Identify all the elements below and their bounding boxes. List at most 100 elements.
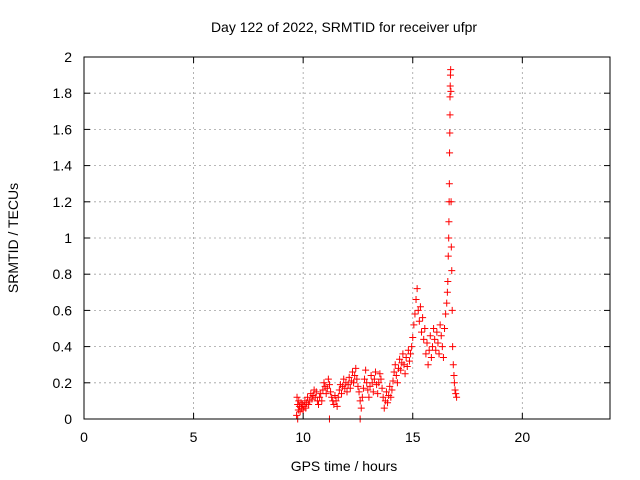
data-point xyxy=(324,375,332,383)
data-point xyxy=(358,393,366,401)
data-point xyxy=(446,111,454,119)
data-point xyxy=(432,346,440,354)
data-point xyxy=(344,381,352,389)
data-point xyxy=(410,321,418,329)
x-tick-label: 0 xyxy=(80,429,88,445)
data-point xyxy=(392,372,400,380)
data-point xyxy=(391,361,399,369)
data-point xyxy=(400,361,408,369)
data-point xyxy=(322,390,330,398)
data-point xyxy=(428,343,436,351)
data-point xyxy=(446,129,454,137)
axis-ticks: 0 5 10 15 20 0 0.2 0.4 0.6 0.8 1 1.2 1.4 1.6 1.8 2 xyxy=(53,49,610,445)
data-point xyxy=(418,328,426,336)
data-point xyxy=(443,299,451,307)
data-point xyxy=(393,379,401,387)
data-point xyxy=(453,393,461,401)
data-point xyxy=(304,393,312,401)
y-tick-label: 0 xyxy=(64,411,72,427)
data-point xyxy=(409,334,417,342)
y-tick-label: 1.6 xyxy=(53,121,73,137)
data-point xyxy=(442,310,450,318)
x-tick-label: 20 xyxy=(515,429,531,445)
data-point xyxy=(319,386,327,394)
data-point xyxy=(441,325,449,332)
data-point xyxy=(300,402,308,410)
y-tick-label: 1.8 xyxy=(53,85,73,101)
data-point xyxy=(449,343,457,351)
data-point xyxy=(374,390,382,398)
y-tick-label: 1 xyxy=(64,230,72,246)
data-point xyxy=(356,397,364,405)
data-point xyxy=(334,393,342,401)
data-point xyxy=(433,328,441,336)
data-point xyxy=(361,375,369,383)
data-point xyxy=(335,386,343,394)
data-point xyxy=(345,373,353,381)
data-point xyxy=(371,368,379,376)
data-point xyxy=(367,372,375,380)
data-point xyxy=(327,388,335,396)
data-point xyxy=(293,411,301,419)
data-point xyxy=(423,339,431,347)
data-point xyxy=(411,310,419,318)
data-point xyxy=(413,285,421,293)
data-point xyxy=(446,93,454,101)
data-point xyxy=(444,252,452,260)
data-point xyxy=(293,393,301,401)
data-point xyxy=(296,408,304,416)
data-point xyxy=(333,402,341,410)
data-point xyxy=(452,390,460,398)
data-point xyxy=(431,335,439,343)
data-point xyxy=(414,306,422,314)
data-point xyxy=(451,386,459,394)
data-point xyxy=(386,382,394,390)
data-point xyxy=(425,346,433,354)
data-point xyxy=(359,384,367,392)
data-point xyxy=(412,296,420,304)
data-point xyxy=(437,332,445,340)
x-tick-label: 5 xyxy=(190,429,198,445)
data-point xyxy=(346,384,354,392)
data-point xyxy=(343,388,351,396)
grid-layer xyxy=(84,57,610,419)
data-point xyxy=(357,404,365,412)
data-point xyxy=(379,393,387,401)
y-tick-label: 0.8 xyxy=(53,266,73,282)
data-point xyxy=(369,388,377,396)
data-point xyxy=(396,355,404,363)
data-point xyxy=(388,386,396,394)
data-point xyxy=(447,87,455,95)
data-point xyxy=(331,391,339,399)
y-tick-label: 2 xyxy=(64,49,72,65)
data-point xyxy=(351,372,359,380)
data-point xyxy=(354,382,362,390)
data-point xyxy=(416,303,424,311)
data-point xyxy=(318,397,326,405)
data-point xyxy=(308,395,316,403)
data-point xyxy=(436,321,444,329)
data-point xyxy=(370,375,378,383)
data-point xyxy=(302,404,310,412)
data-point xyxy=(350,379,358,387)
data-point xyxy=(305,401,313,409)
data-point xyxy=(421,325,429,332)
data-point xyxy=(362,366,370,374)
data-point xyxy=(424,361,432,369)
data-point xyxy=(408,343,416,351)
data-point xyxy=(378,384,386,392)
data-point xyxy=(448,267,456,275)
x-tick-label: 10 xyxy=(295,429,311,445)
y-tick-label: 1.4 xyxy=(53,158,73,174)
data-point xyxy=(419,314,427,322)
x-tick-label: 15 xyxy=(405,429,421,445)
data-point xyxy=(365,393,373,401)
data-point xyxy=(352,364,360,372)
data-point xyxy=(340,375,348,383)
y-tick-label: 0.2 xyxy=(53,375,73,391)
data-point xyxy=(380,404,388,412)
data-point xyxy=(434,339,442,347)
data-point xyxy=(404,346,412,354)
data-point xyxy=(312,388,320,396)
data-point xyxy=(401,370,409,378)
